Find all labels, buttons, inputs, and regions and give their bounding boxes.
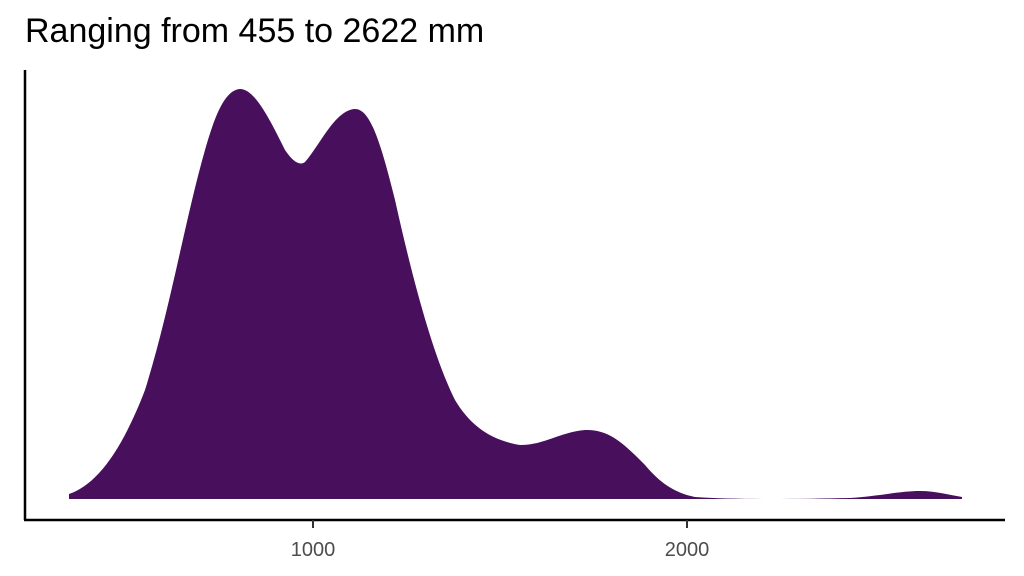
chart-title: Ranging from 455 to 2622 mm: [25, 12, 485, 50]
x-tick-label-1000: 1000: [291, 539, 336, 561]
x-tick-label-2000: 2000: [665, 539, 710, 561]
density-area: [69, 89, 962, 499]
